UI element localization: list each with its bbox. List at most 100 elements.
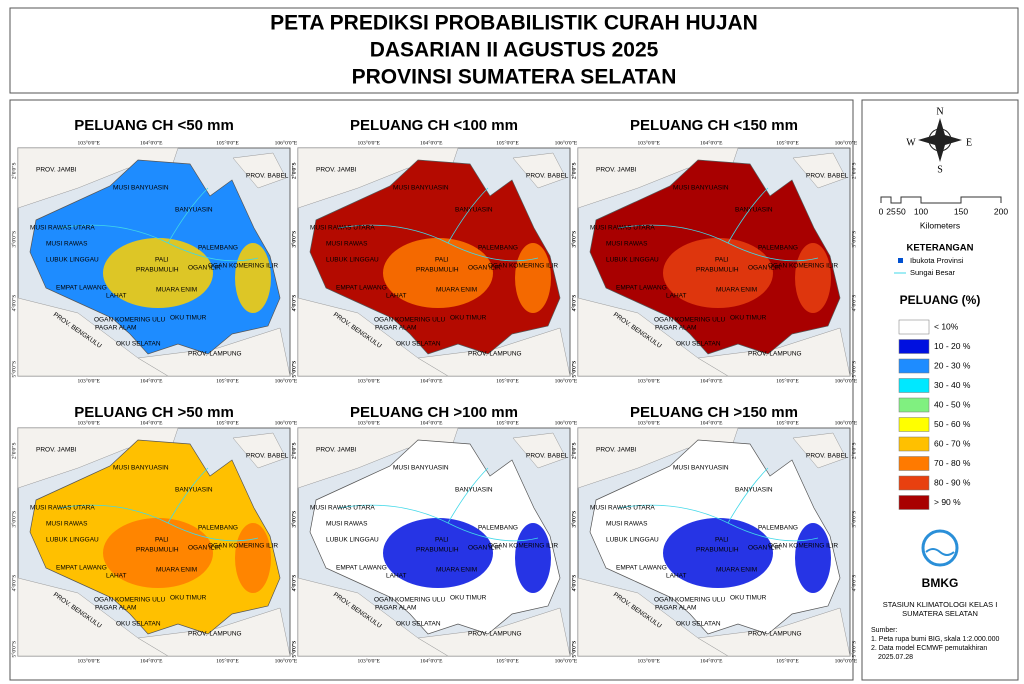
class-label: 10 - 20 %: [934, 341, 971, 351]
map-label: PRABUMULIH: [696, 547, 739, 554]
class-label: 40 - 50 %: [934, 399, 971, 409]
header-box: [9, 7, 1019, 94]
lon-label: 105°0'0"E: [216, 657, 239, 664]
lat-label: 2°0'0"S: [570, 162, 577, 179]
lat-label: 2°0'0"S: [570, 442, 577, 459]
map-label: PALI: [435, 537, 449, 544]
scale-tick: 150: [954, 206, 968, 216]
lat-label: 4°0'0"S: [570, 295, 577, 312]
map-title: PELUANG CH >150 mm: [630, 404, 798, 421]
lat-label: 3°0'0"S: [850, 511, 857, 528]
lon-label: 103°0'0"E: [77, 657, 100, 664]
lat-label: 2°0'0"S: [850, 442, 857, 459]
map-label: PALEMBANG: [198, 245, 238, 252]
scale-tick: 25: [886, 206, 896, 216]
lon-label: 106°0'0"E: [275, 419, 298, 426]
lon-label: 105°0'0"E: [216, 139, 239, 146]
map-label: MUARA ENIM: [156, 287, 197, 294]
map-label: EMPAT LAWANG: [336, 285, 387, 292]
lat-label: 3°0'0"S: [290, 231, 297, 248]
lon-label: 103°0'0"E: [637, 657, 660, 664]
map-label: MUSI RAWAS: [326, 521, 368, 528]
map-label: PALEMBANG: [758, 245, 798, 252]
map-label: PALI: [155, 537, 169, 544]
river: [617, 467, 819, 542]
lat-label: 2°0'0"S: [850, 162, 857, 179]
map-label: MUSI RAWAS: [46, 241, 88, 248]
lon-label: 105°0'0"E: [496, 377, 519, 384]
lon-label: 105°0'0"E: [776, 419, 799, 426]
lat-label: 4°0'0"S: [290, 575, 297, 592]
source-line: 2. Data model ECMWF pemutakhiran: [871, 645, 987, 652]
map-label: LUBUK LINGGAU: [606, 257, 659, 264]
map-label: OGAN KOMERING ILIR: [768, 263, 838, 270]
lon-label: 103°0'0"E: [637, 377, 660, 384]
lat-label: 3°0'0"S: [10, 231, 17, 248]
map-label: PAGAR ALAM: [655, 605, 696, 612]
map-label: OGAN ILIR: [748, 265, 781, 272]
class-label: 30 - 40 %: [934, 380, 971, 390]
probability-zone: [663, 518, 773, 588]
lon-label: 105°0'0"E: [496, 419, 519, 426]
map-label: EMPAT LAWANG: [56, 565, 107, 572]
map-label: PRABUMULIH: [136, 547, 179, 554]
lon-label: 104°0'0"E: [700, 377, 723, 384]
map-panel: PROV. JAMBI PROV. BABEL MUSI BANYUASIN BANY…: [290, 139, 578, 384]
scale-bar: [880, 196, 1002, 204]
lat-label: 2°0'0"S: [290, 162, 297, 179]
map-label: LUBUK LINGGAU: [326, 537, 379, 544]
class-label: < 10%: [934, 321, 959, 331]
source-title: Sumber:: [871, 627, 898, 634]
map-label: PAGAR ALAM: [655, 325, 696, 332]
land-babel: [792, 432, 847, 469]
lat-label: 4°0'0"S: [570, 575, 577, 592]
lat-label: 3°0'0"S: [10, 511, 17, 528]
lat-label: 3°0'0"S: [570, 231, 577, 248]
lon-label: 104°0'0"E: [700, 139, 723, 146]
lon-label: 106°0'0"E: [275, 139, 298, 146]
map-label: MUSI RAWAS: [606, 241, 648, 248]
map-label: PRABUMULIH: [416, 267, 459, 274]
lat-label: 5°0'0"S: [10, 641, 17, 658]
map-label: BANYUASIN: [735, 207, 773, 214]
map-label: PALI: [715, 537, 729, 544]
lon-label: 105°0'0"E: [496, 139, 519, 146]
class-label: 50 - 60 %: [934, 419, 971, 429]
lon-label: 103°0'0"E: [357, 139, 380, 146]
lat-label: 2°0'0"S: [570, 442, 577, 459]
lat-label: 4°0'0"S: [570, 295, 577, 312]
lon-label: 106°0'0"E: [555, 139, 578, 146]
map-title: PELUANG CH <100 mm: [350, 117, 518, 134]
lon-label: 106°0'0"E: [835, 139, 858, 146]
lat-label: 3°0'0"S: [290, 231, 297, 248]
lon-label: 106°0'0"E: [835, 419, 858, 426]
scale-tick: 0: [879, 206, 884, 216]
map-label: OGAN KOMERING ULU: [654, 597, 725, 604]
lon-label: 105°0'0"E: [216, 377, 239, 384]
map-label: OKU SELATAN: [396, 341, 441, 348]
legend-frame: [861, 99, 1019, 681]
map-label: MUSI RAWAS: [606, 521, 648, 528]
lon-label: 104°0'0"E: [700, 657, 723, 664]
lat-label: 3°0'0"S: [290, 511, 297, 528]
map-label: OKU SELATAN: [676, 341, 721, 348]
lat-label: 5°0'0"S: [10, 361, 17, 378]
map-label: PALI: [435, 257, 449, 264]
scale-tick: 100: [914, 206, 928, 216]
lat-label: 3°0'0"S: [570, 231, 577, 248]
lon-label: 103°0'0"E: [637, 139, 660, 146]
lon-label: 105°0'0"E: [496, 657, 519, 664]
map-label: PROV. JAMBI: [36, 447, 77, 454]
map-label: OGAN KOMERING ULU: [374, 317, 445, 324]
map-label: PROV. LAMPUNG: [188, 631, 242, 638]
map-label: PROV. LAMPUNG: [748, 351, 802, 358]
class-swatch: [898, 358, 930, 374]
lat-label: 5°0'0"S: [570, 641, 577, 658]
map-label: MUSI BANYUASIN: [673, 185, 729, 192]
lat-label: 3°0'0"S: [290, 511, 297, 528]
map-label: MUARA ENIM: [156, 567, 197, 574]
probability-zone: [383, 518, 493, 588]
lon-label: 104°0'0"E: [140, 419, 163, 426]
map-label: OKU TIMUR: [170, 595, 207, 602]
lon-label: 105°0'0"E: [216, 419, 239, 426]
